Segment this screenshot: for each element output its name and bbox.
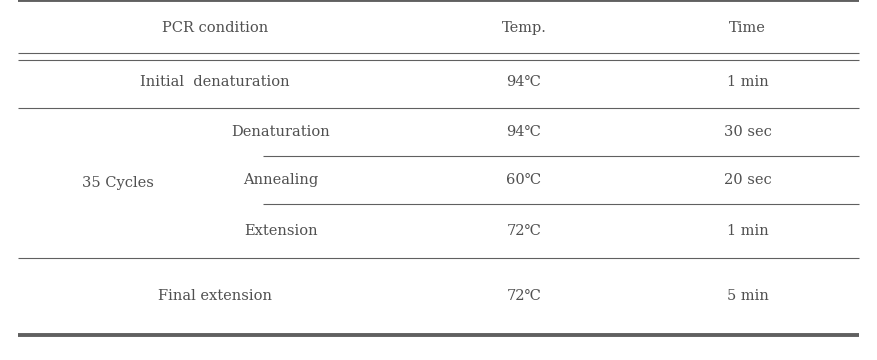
Text: 94℃: 94℃: [507, 76, 541, 89]
Text: Extension: Extension: [244, 224, 317, 238]
Text: Temp.: Temp.: [502, 22, 546, 35]
Text: PCR condition: PCR condition: [161, 22, 268, 35]
Text: 35 Cycles: 35 Cycles: [82, 176, 154, 190]
Text: 94℃: 94℃: [507, 125, 541, 139]
Text: 5 min: 5 min: [727, 289, 768, 303]
Text: 60℃: 60℃: [506, 173, 542, 187]
Text: 72℃: 72℃: [507, 289, 541, 303]
Text: 1 min: 1 min: [727, 76, 768, 89]
Text: 1 min: 1 min: [727, 224, 768, 238]
Text: Time: Time: [729, 22, 766, 35]
Text: 30 sec: 30 sec: [724, 125, 772, 139]
Text: 20 sec: 20 sec: [724, 173, 772, 187]
Text: Final extension: Final extension: [158, 289, 272, 303]
Text: Annealing: Annealing: [243, 173, 318, 187]
Text: 72℃: 72℃: [507, 224, 541, 238]
Text: Initial  denaturation: Initial denaturation: [140, 76, 289, 89]
Text: Denaturation: Denaturation: [232, 125, 330, 139]
